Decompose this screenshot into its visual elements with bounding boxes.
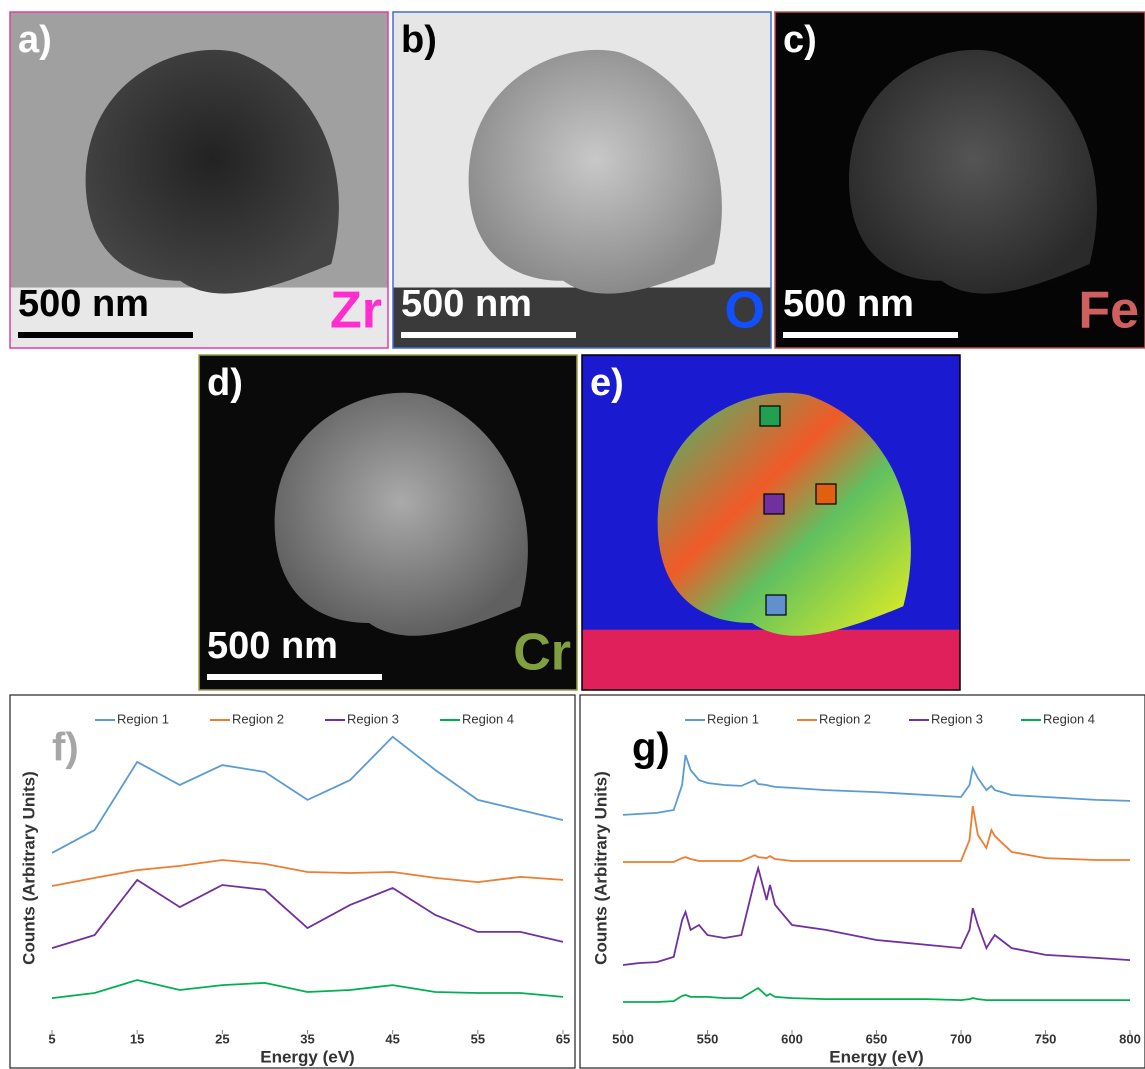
element-label: O	[725, 282, 765, 340]
legend-label: Region 2	[819, 711, 871, 726]
x-axis-label: Energy (eV)	[829, 1047, 923, 1066]
scale-bar-label: 500 nm	[207, 625, 338, 667]
x-tick-label: 45	[385, 1031, 399, 1046]
x-tick-label: 600	[781, 1031, 803, 1046]
series-line	[52, 737, 563, 853]
chart-frame	[10, 695, 575, 1068]
x-tick-label: 65	[556, 1031, 570, 1046]
x-tick-label: 5	[48, 1031, 55, 1046]
panel-label: c)	[783, 19, 817, 61]
x-tick-label: 500	[612, 1031, 634, 1046]
x-tick-label: 700	[950, 1031, 972, 1046]
chart-label: f)	[52, 726, 79, 770]
panel-label: b)	[401, 19, 437, 61]
series-line	[52, 860, 563, 886]
region-marker	[766, 595, 786, 615]
x-tick-label: 800	[1119, 1031, 1141, 1046]
scale-bar	[18, 332, 193, 338]
x-tick-label: 750	[1035, 1031, 1057, 1046]
series-line	[623, 755, 1130, 815]
region-marker	[760, 406, 780, 426]
x-axis-label: Energy (eV)	[260, 1047, 354, 1066]
x-tick-label: 15	[130, 1031, 144, 1046]
series-line	[623, 868, 1130, 965]
scale-bar	[783, 332, 958, 338]
region-marker	[816, 484, 836, 504]
x-tick-label: 550	[697, 1031, 719, 1046]
y-axis-label: Counts (Arbitrary Units)	[19, 771, 38, 965]
legend-label: Region 3	[347, 711, 399, 726]
series-line	[52, 880, 563, 948]
scale-bar-label: 500 nm	[18, 283, 149, 325]
element-label: Fe	[1078, 282, 1139, 340]
legend-label: Region 2	[232, 711, 284, 726]
panel-label: d)	[207, 362, 243, 404]
series-line	[623, 988, 1130, 1002]
figure: a) 500 nm Zr b) 500 nm Oc) 500 nm Fe d) 500 nm Cr e…	[0, 0, 1145, 1069]
panel-substrate	[582, 630, 960, 690]
region-marker	[764, 494, 784, 514]
legend-label: Region 3	[931, 711, 983, 726]
panel-label: e)	[590, 362, 624, 404]
legend-label: Region 1	[707, 711, 759, 726]
legend-label: Region 4	[462, 711, 514, 726]
chart-label: g)	[632, 726, 670, 770]
legend-label: Region 4	[1043, 711, 1095, 726]
series-line	[52, 980, 563, 998]
series-line	[623, 806, 1130, 862]
scale-bar	[207, 674, 382, 680]
x-tick-label: 650	[866, 1031, 888, 1046]
element-label: Cr	[513, 624, 571, 682]
x-tick-label: 55	[471, 1031, 485, 1046]
panel-label: a)	[18, 19, 52, 61]
x-tick-label: 35	[300, 1031, 314, 1046]
x-tick-label: 25	[215, 1031, 229, 1046]
scale-bar	[401, 332, 576, 338]
y-axis-label: Counts (Arbitrary Units)	[591, 771, 610, 965]
legend-label: Region 1	[117, 711, 169, 726]
element-label: Zr	[330, 282, 382, 340]
scale-bar-label: 500 nm	[783, 283, 914, 325]
scale-bar-label: 500 nm	[401, 283, 532, 325]
